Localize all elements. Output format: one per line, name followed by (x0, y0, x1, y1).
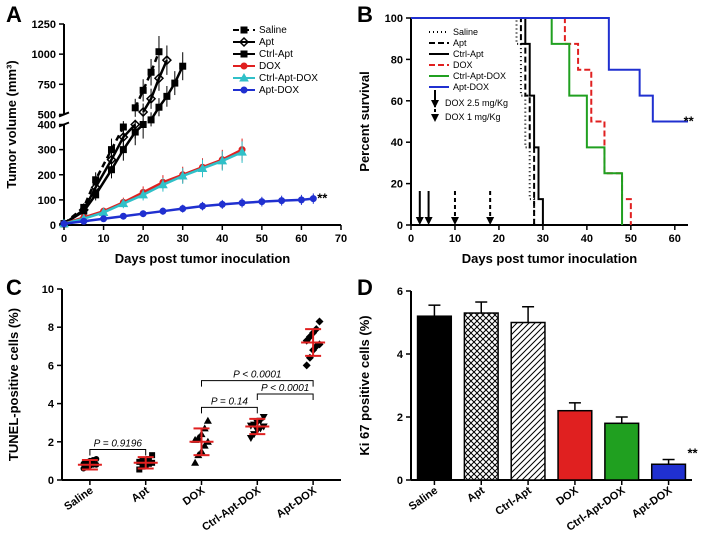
svg-text:20: 20 (137, 233, 149, 245)
svg-text:Ctrl-Apt-DOX: Ctrl-Apt-DOX (200, 484, 263, 533)
svg-text:Apt: Apt (453, 38, 467, 48)
svg-text:Saline: Saline (259, 25, 287, 36)
svg-text:Apt: Apt (130, 484, 152, 505)
svg-text:60: 60 (391, 96, 403, 108)
panel-label-C: C (6, 275, 22, 301)
svg-text:Saline: Saline (62, 485, 95, 513)
svg-text:Apt-DOX: Apt-DOX (259, 85, 299, 96)
svg-text:Apt: Apt (465, 484, 487, 505)
svg-text:Ctrl-Apt-DOX: Ctrl-Apt-DOX (453, 71, 506, 81)
svg-text:300: 300 (38, 145, 56, 157)
svg-text:2: 2 (48, 437, 54, 449)
panel-C: C 0 2 4 6 8 10 TUNEL-positive cells (%) Saline A… (0, 273, 351, 546)
svg-text:10: 10 (449, 233, 461, 245)
grid: A 01002003004005007501000125001020304050… (0, 0, 702, 546)
panel-A: A 01002003004005007501000125001020304050… (0, 0, 351, 273)
panel-label-B: B (357, 2, 373, 28)
svg-text:10: 10 (97, 233, 109, 245)
svg-text:Tumor volume (mm³): Tumor volume (mm³) (4, 60, 19, 188)
svg-text:Apt: Apt (259, 37, 274, 48)
svg-text:40: 40 (216, 233, 228, 245)
svg-text:P = 0.9196: P = 0.9196 (94, 438, 143, 449)
svg-text:Ctrl-Apt: Ctrl-Apt (259, 49, 293, 60)
svg-text:40: 40 (391, 137, 403, 149)
panel-D: D 0 2 4 6 Ki 67 positive cells (%) Saline Apt C… (351, 273, 702, 546)
svg-text:DOX: DOX (554, 484, 581, 508)
svg-text:Apt-DOX: Apt-DOX (453, 82, 489, 92)
svg-text:**: ** (684, 114, 695, 129)
svg-text:100: 100 (38, 195, 56, 207)
figure: A 01002003004005007501000125001020304050… (0, 0, 702, 546)
panel-label-A: A (6, 2, 22, 28)
svg-text:200: 200 (38, 170, 56, 182)
svg-text:50: 50 (625, 233, 637, 245)
svg-text:Ctrl-Apt: Ctrl-Apt (453, 49, 484, 59)
chart-D: 0 2 4 6 Ki 67 positive cells (%) Saline Apt Ctr… (351, 273, 702, 546)
svg-text:70: 70 (335, 233, 347, 245)
svg-text:DOX: DOX (259, 61, 281, 72)
svg-text:Apt-DOX: Apt-DOX (274, 484, 319, 520)
svg-text:0: 0 (408, 233, 414, 245)
svg-text:Ctrl-Apt-DOX: Ctrl-Apt-DOX (259, 73, 318, 84)
svg-text:20: 20 (391, 179, 403, 191)
svg-text:1000: 1000 (32, 49, 56, 61)
svg-text:Percent survival: Percent survival (357, 71, 372, 171)
svg-text:60: 60 (669, 233, 681, 245)
svg-text:30: 30 (177, 233, 189, 245)
svg-text:Days post tumor inoculation: Days post tumor inoculation (115, 251, 291, 266)
svg-text:P = 0.14: P = 0.14 (211, 396, 249, 407)
svg-text:6: 6 (48, 360, 54, 372)
chart-A: 0100200300400500750100012500102030405060… (0, 0, 351, 273)
panel-label-D: D (357, 275, 373, 301)
panel-B: B 0 20 40 60 80 100 0 10 20 30 40 50 60 Days post tum… (351, 0, 702, 273)
svg-text:Days post tumor inoculation: Days post tumor inoculation (462, 251, 638, 266)
svg-text:TUNEL-positive cells (%): TUNEL-positive cells (%) (6, 308, 21, 461)
svg-text:30: 30 (537, 233, 549, 245)
svg-text:20: 20 (493, 233, 505, 245)
svg-text:0: 0 (50, 220, 56, 232)
svg-text:Saline: Saline (453, 27, 478, 37)
svg-text:P < 0.0001: P < 0.0001 (261, 383, 309, 394)
svg-text:DOX 1 mg/Kg: DOX 1 mg/Kg (445, 112, 501, 122)
svg-text:750: 750 (38, 79, 56, 91)
svg-text:80: 80 (391, 54, 403, 66)
svg-text:0: 0 (61, 233, 67, 245)
svg-text:0: 0 (397, 475, 403, 487)
svg-text:DOX: DOX (181, 484, 208, 508)
svg-text:Ki 67 positive cells (%): Ki 67 positive cells (%) (357, 315, 372, 455)
svg-text:**: ** (687, 446, 698, 461)
svg-text:DOX 2.5 mg/Kg: DOX 2.5 mg/Kg (445, 98, 508, 108)
svg-text:0: 0 (48, 475, 54, 487)
svg-text:Apt-DOX: Apt-DOX (630, 484, 675, 520)
svg-text:Ctrl-Apt: Ctrl-Apt (493, 484, 534, 518)
svg-text:0: 0 (397, 220, 403, 232)
svg-text:60: 60 (295, 233, 307, 245)
chart-B: 0 20 40 60 80 100 0 10 20 30 40 50 60 Days post tumor… (351, 0, 702, 273)
chart-C: 0 2 4 6 8 10 TUNEL-positive cells (%) Saline Apt… (0, 273, 351, 546)
svg-text:500: 500 (38, 109, 56, 121)
svg-text:4: 4 (397, 349, 404, 361)
svg-text:10: 10 (42, 284, 54, 296)
svg-text:8: 8 (48, 322, 54, 334)
svg-text:P < 0.0001: P < 0.0001 (233, 370, 281, 381)
svg-text:Saline: Saline (407, 485, 440, 513)
svg-text:DOX: DOX (453, 60, 473, 70)
svg-text:2: 2 (397, 412, 403, 424)
svg-text:6: 6 (397, 286, 403, 298)
svg-text:100: 100 (385, 13, 403, 25)
svg-text:50: 50 (256, 233, 268, 245)
svg-text:40: 40 (581, 233, 593, 245)
svg-text:4: 4 (48, 399, 55, 411)
svg-text:1250: 1250 (32, 19, 56, 31)
svg-text:**: ** (317, 191, 328, 206)
